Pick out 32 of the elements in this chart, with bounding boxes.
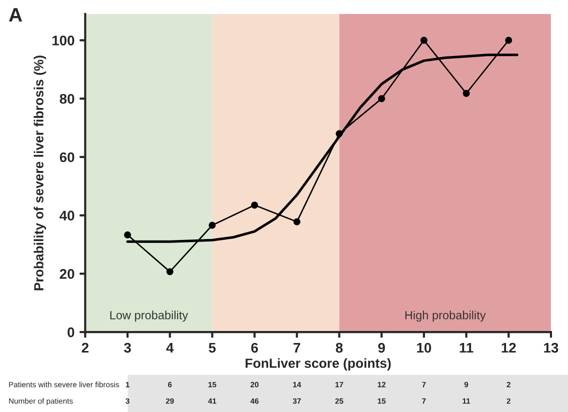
- y-tick-label: 40: [60, 210, 74, 221]
- x-tick-label: 2: [82, 342, 89, 353]
- y-tick-label: 60: [60, 152, 74, 162]
- point: [462, 90, 470, 97]
- x-tick-label: 10: [417, 342, 432, 353]
- band-label: High probability: [405, 310, 486, 322]
- band-label: Low probability: [110, 310, 188, 322]
- x-tick-label: 6: [251, 342, 258, 353]
- text: A: [9, 8, 22, 22]
- x-tick-label: 8: [336, 342, 343, 353]
- y-tick-label: 80: [60, 94, 74, 104]
- x-tick-label: 9: [378, 342, 385, 353]
- point: [208, 222, 216, 229]
- x-tick-label: 13: [544, 342, 558, 353]
- x-tick-label: 5: [208, 343, 216, 353]
- y-tick-label: 100: [52, 36, 74, 46]
- x-tick-label: 12: [502, 342, 516, 353]
- x-tick-label: 3: [124, 342, 131, 353]
- y-tick-label: 20: [60, 269, 74, 279]
- x-tick-label: 7: [294, 343, 300, 353]
- x-tick-label: 4: [166, 343, 174, 353]
- y-axis-title: Probability of severe liver fibrosis (%): [34, 56, 46, 290]
- point: [505, 36, 512, 44]
- point: [251, 202, 258, 209]
- point: [166, 268, 174, 276]
- point: [293, 218, 300, 226]
- point: [420, 36, 428, 44]
- point: [378, 95, 386, 102]
- y-tick-label: 0: [68, 327, 74, 338]
- point: [124, 231, 132, 238]
- x-axis-title: FonLiver score (points): [246, 358, 391, 371]
- x-tick-label: 11: [460, 343, 474, 353]
